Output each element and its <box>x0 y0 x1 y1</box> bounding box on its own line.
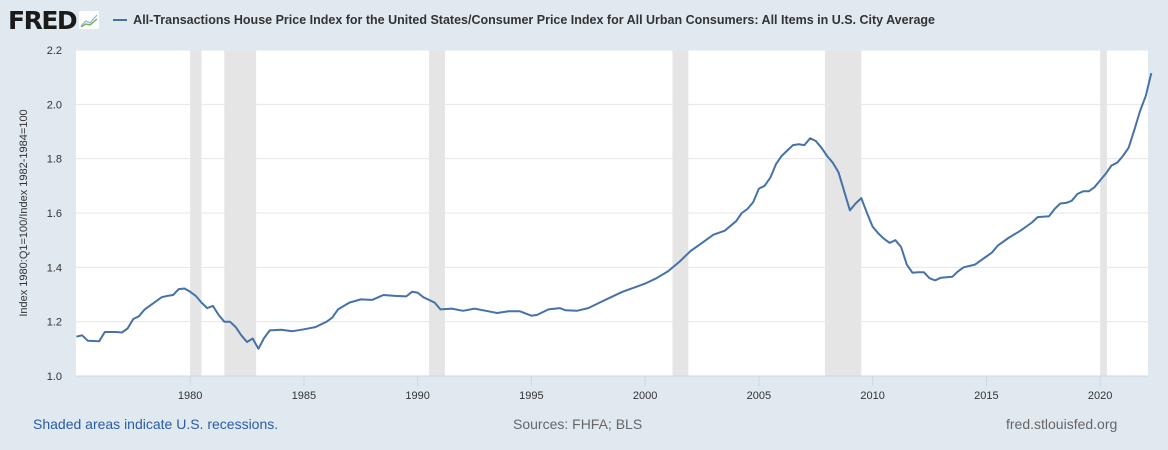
x-tick-label: 1995 <box>519 390 543 402</box>
series-line[interactable] <box>76 72 1153 350</box>
y-tick-label: 1.2 <box>47 317 62 329</box>
x-tick-label: 2000 <box>633 390 657 402</box>
x-tick-label: 1990 <box>405 390 429 402</box>
x-tick-label: 2010 <box>860 390 884 402</box>
y-tick-label: 1.0 <box>47 371 62 383</box>
x-tick-label: 1980 <box>178 390 202 402</box>
y-tick-label: 1.6 <box>47 208 62 220</box>
sources-text: Sources: FHFA; BLS <box>513 416 643 432</box>
legend-line-swatch <box>113 19 128 21</box>
x-tick-label: 2015 <box>974 390 998 402</box>
y-tick-label: 2.2 <box>47 45 62 57</box>
y-tick-label: 1.8 <box>47 154 62 166</box>
x-tick-label: 2020 <box>1088 390 1112 402</box>
x-tick-label: 1985 <box>292 390 316 402</box>
fred-logo[interactable]: FRED <box>8 5 78 35</box>
y-tick-label: 2.0 <box>47 99 62 111</box>
x-tick-label: 2005 <box>747 390 771 402</box>
recession-note-link[interactable]: Shaded areas indicate U.S. recessions. <box>33 416 279 432</box>
chart-header: FRED All-Transactions House Price Index … <box>8 5 935 35</box>
y-axis-label: Index 1980:Q1=100/Index 1982-1984=100 <box>18 109 30 316</box>
site-url: fred.stlouisfed.org <box>1006 416 1118 432</box>
fred-graph-icon <box>79 11 100 29</box>
y-tick-label: 1.4 <box>47 262 62 274</box>
chart-title: All-Transactions House Price Index for t… <box>133 13 935 27</box>
